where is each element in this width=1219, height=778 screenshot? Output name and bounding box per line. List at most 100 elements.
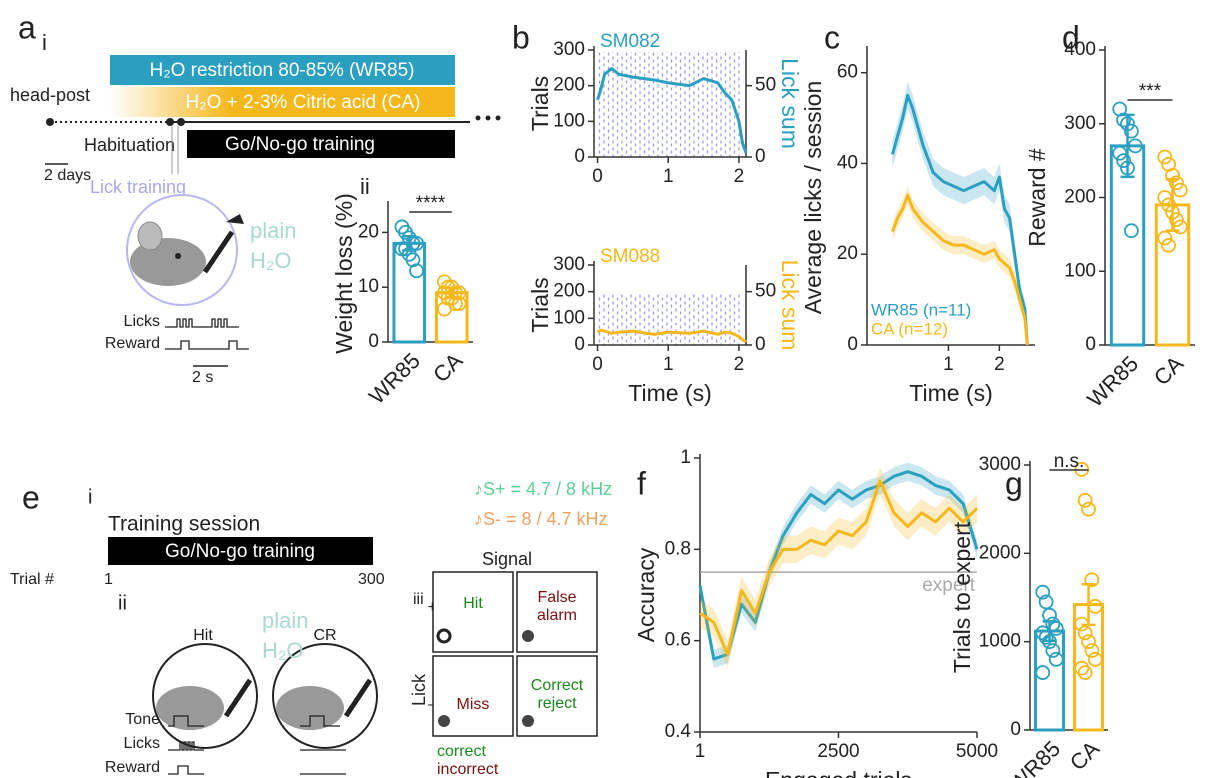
y-tick-label: 300: [1064, 113, 1096, 134]
x-tick-label: CA: [1065, 736, 1105, 776]
error-band: [700, 467, 977, 669]
data-point: [1035, 665, 1051, 680]
panel-sub: iii: [413, 591, 424, 608]
panel-letter: a: [18, 9, 36, 45]
y-tick-label: 0: [574, 334, 585, 355]
series-line: [891, 93, 1029, 346]
cr-label: CR: [313, 627, 336, 644]
data-point: [1161, 238, 1177, 253]
y-tick-label: 400: [1064, 39, 1096, 60]
trace-label: Reward: [105, 335, 160, 352]
lick-label: Lick: [409, 673, 429, 706]
significance-label: ***: [1139, 81, 1162, 102]
cell-label: Miss: [457, 696, 490, 713]
data-point: [1120, 160, 1135, 176]
x-tick-label: 1: [943, 354, 954, 375]
mouse-head: [156, 686, 224, 730]
y-tick-label: 300: [553, 39, 585, 60]
y2-tick-label: 0: [755, 334, 766, 355]
y-tick-label: 100: [553, 307, 585, 328]
x-tick-label: CA: [428, 348, 468, 388]
training-label: Go/No-go training: [225, 134, 375, 155]
data-point: [1157, 230, 1173, 246]
restriction-label: H₂O restriction 80-85% (WR85): [150, 60, 415, 81]
x-tick-label: CA: [1149, 351, 1189, 391]
data-point: [1084, 643, 1100, 658]
x-tick-label: 2: [994, 354, 1005, 375]
trace-label: Licks: [124, 735, 160, 752]
data-point: [1116, 112, 1132, 128]
x-axis-label: Time (s): [628, 380, 711, 406]
outcome-icon: [436, 628, 452, 644]
y2-tick-label: 50: [755, 281, 776, 302]
headpost-label: head-post: [10, 85, 90, 105]
data-point: [1168, 212, 1184, 228]
legend-entry: WR85 (n=11): [871, 300, 971, 319]
training-bar: [108, 537, 373, 565]
cell-label: alarm: [537, 607, 577, 624]
citric-label: H₂O + 2-3% Citric acid (CA): [186, 92, 421, 113]
error-band: [700, 462, 977, 669]
y-axis-label: Trials to expert: [949, 521, 975, 673]
y-axis-label: Weight loss (%): [331, 193, 357, 354]
data-point: [1045, 616, 1061, 632]
y-tick-label: 100: [553, 110, 585, 131]
raster: [598, 52, 742, 157]
y-tick-label: 0.8: [665, 538, 691, 559]
timeline-dot: [166, 118, 174, 126]
y-tick-label: 300: [553, 254, 585, 275]
data-point: [1157, 190, 1173, 205]
training-bar: [187, 130, 455, 158]
water-label: plain: [250, 218, 296, 243]
y-tick-label: 20: [358, 221, 379, 242]
data-point: [409, 263, 424, 279]
outcome-icon: [522, 715, 534, 727]
scale-days: 2 days: [44, 167, 91, 184]
y-tick-label: 60: [837, 62, 858, 83]
tone-trace: [168, 715, 204, 727]
data-point: [394, 241, 410, 257]
reward-trace: [165, 340, 249, 350]
data-point: [1087, 651, 1103, 667]
ellipsis: [485, 115, 491, 121]
s-minus: ♪S- = 8 / 4.7 kHz: [474, 509, 608, 529]
timeline-dot: [177, 118, 185, 126]
data-point: [1045, 643, 1061, 658]
cell-label: Hit: [463, 595, 483, 612]
y-tick-label: 200: [553, 281, 585, 302]
y-tick-label: 0.6: [665, 630, 691, 651]
chart-title: SM088: [600, 246, 660, 267]
scale-s: 2 s: [192, 369, 213, 386]
y-tick-label: 2000: [979, 542, 1021, 563]
panel-sub: ii: [118, 592, 127, 614]
s-plus: ♪S+ = 4.7 / 8 kHz: [474, 479, 612, 499]
panel-letter: e: [22, 479, 40, 515]
x-tick-label: 1: [663, 354, 674, 375]
y-tick-label: 200: [1064, 187, 1096, 208]
series-line: [698, 470, 979, 661]
x-axis-label: Engaged trials: [765, 767, 912, 778]
trial-start: 1: [104, 571, 113, 588]
y2-tick-label: 0: [755, 146, 766, 167]
data-point: [1087, 598, 1103, 614]
y-tick-label: 10: [358, 276, 379, 297]
panel-sub: i: [42, 30, 47, 55]
data-point: [1168, 175, 1184, 191]
y-tick-label: 200: [553, 75, 585, 96]
data-point: [1116, 153, 1132, 169]
trace-label: Reward: [105, 759, 160, 776]
signal-label: Signal: [482, 549, 532, 569]
y2-axis-label: Lick sum: [777, 260, 803, 351]
data-point: [1172, 219, 1188, 235]
x-tick-label: 0: [592, 166, 603, 187]
licks-trace: [165, 318, 239, 328]
data-point: [1042, 607, 1057, 623]
diagram-e: i Training session Go/No-go training Tri…: [10, 479, 612, 778]
water-label: H₂O: [250, 248, 292, 273]
panel-letter: b: [512, 19, 530, 55]
trial-end: 300: [358, 571, 385, 588]
panel-sub: i: [88, 486, 92, 508]
training-label: Go/No-go training: [165, 541, 315, 562]
data-point: [1165, 167, 1180, 183]
y-tick-label: 0: [847, 334, 858, 355]
